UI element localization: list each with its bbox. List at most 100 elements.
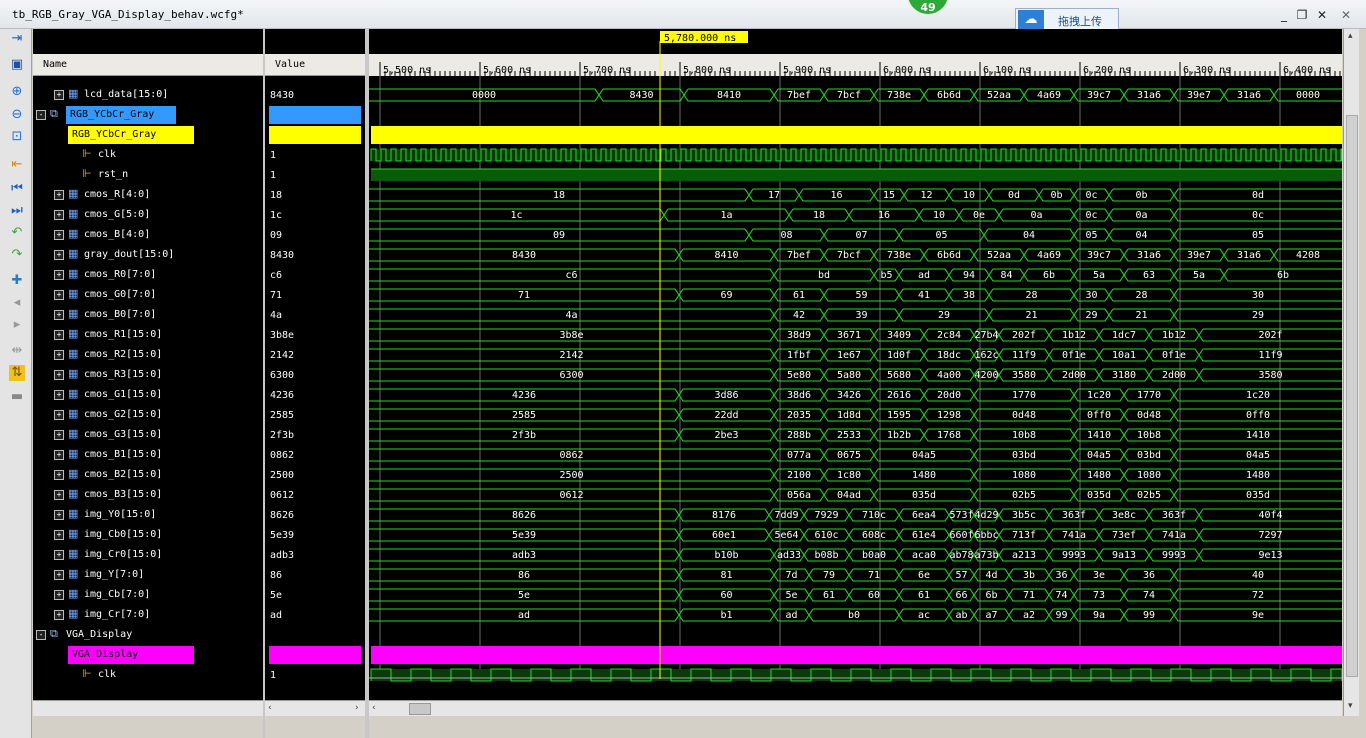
goto-icon[interactable]: ⇥ (11, 31, 23, 46)
expand-icon[interactable]: + (54, 230, 64, 240)
scroll-up-icon[interactable]: ▴ (1348, 31, 1353, 41)
pane-close-icon[interactable]: ✕ (1340, 8, 1352, 22)
restore-button[interactable]: ❐ (1296, 8, 1308, 22)
signal-name[interactable]: img_Cr[7:0] (84, 609, 151, 620)
signal-row[interactable]: + ▦ img_Cb0[15:0] (33, 525, 263, 545)
signal-name[interactable]: gray_dout[15:0] (84, 249, 175, 260)
expand-icon[interactable]: + (54, 350, 64, 360)
signal-name[interactable]: VGA_Display (68, 646, 194, 664)
signal-name[interactable]: img_Cb0[15:0] (84, 529, 163, 540)
scroll-right-icon[interactable]: › (355, 703, 359, 713)
value-hscrollbar[interactable]: ‹ › (265, 700, 365, 716)
expand-icon[interactable]: + (54, 330, 64, 340)
pane-splitter[interactable] (365, 29, 369, 738)
signal-name[interactable]: cmos_R[4:0] (84, 189, 151, 200)
signal-row[interactable]: + ▦ cmos_G[5:0] (33, 205, 263, 225)
expand-icon[interactable]: + (54, 270, 64, 280)
signal-name[interactable]: cmos_G1[15:0] (84, 389, 163, 400)
signal-name[interactable]: cmos_R3[15:0] (84, 369, 163, 380)
signal-name[interactable]: RGB_YCbCr_Gray (68, 126, 194, 144)
expand-icon[interactable]: + (54, 410, 64, 420)
scroll-left-icon[interactable]: ‹ (372, 703, 376, 713)
floating-ruler-icon[interactable]: ▬ (10, 389, 24, 404)
signal-name[interactable]: cmos_G2[15:0] (84, 409, 163, 420)
zoom-fit-icon[interactable]: ⊡ (11, 129, 23, 144)
signal-row[interactable]: - ⧉ VGA_Display (33, 625, 263, 645)
column-splitter[interactable] (263, 29, 265, 738)
scroll-down-icon[interactable]: ▾ (1348, 701, 1353, 711)
expand-icon[interactable]: + (54, 190, 64, 200)
signal-row[interactable]: + ▦ cmos_G3[15:0] (33, 425, 263, 445)
signal-name[interactable]: img_Y0[15:0] (84, 509, 157, 520)
signal-row[interactable]: + ▦ cmos_B[4:0] (33, 225, 263, 245)
signal-row[interactable]: VGA_Display (33, 645, 263, 665)
signal-row[interactable]: + ▦ cmos_B3[15:0] (33, 485, 263, 505)
name-column-header[interactable]: Name (33, 54, 263, 76)
signal-row[interactable]: + ▦ cmos_B1[15:0] (33, 445, 263, 465)
expand-icon[interactable]: + (54, 250, 64, 260)
expand-icon[interactable]: + (54, 390, 64, 400)
signal-row[interactable]: + ▦ img_Cb[7:0] (33, 585, 263, 605)
signal-name[interactable]: cmos_B2[15:0] (84, 469, 163, 480)
expand-icon[interactable]: + (54, 490, 64, 500)
name-hscrollbar[interactable] (33, 700, 263, 716)
signal-name[interactable]: cmos_B[4:0] (84, 229, 151, 240)
signal-row[interactable]: RGB_YCbCr_Gray (33, 125, 263, 145)
signal-row[interactable]: - ⧉ RGB_YCbCr_Gray (33, 105, 263, 125)
value-column-header[interactable]: Value (265, 54, 365, 76)
waveform-pane[interactable]: 5,500 ns 5,600 ns 5,700 ns 5,800 ns 5,900 ns… (369, 29, 1342, 716)
signal-name[interactable]: RGB_YCbCr_Gray (66, 106, 176, 124)
signal-name[interactable]: cmos_G[5:0] (84, 209, 151, 220)
signal-name[interactable]: cmos_R2[15:0] (84, 349, 163, 360)
expand-icon[interactable]: + (54, 430, 64, 440)
expand-icon[interactable]: + (54, 310, 64, 320)
snap-to-transition-icon[interactable]: ⇅ (9, 365, 25, 381)
signal-row[interactable]: + ▦ cmos_G2[15:0] (33, 405, 263, 425)
add-marker-icon[interactable]: ✚ (11, 273, 23, 288)
next-marker-icon[interactable]: ▸ (13, 317, 21, 332)
signal-row[interactable]: ⊩ rst_n (33, 165, 263, 185)
expand-icon[interactable]: + (54, 510, 64, 520)
goto-cursor-icon[interactable]: ⇤ (11, 157, 23, 172)
signal-row[interactable]: + ▦ cmos_G1[15:0] (33, 385, 263, 405)
signal-name[interactable]: img_Cr0[15:0] (84, 549, 163, 560)
expand-icon[interactable]: + (54, 470, 64, 480)
minimize-button[interactable]: _ (1281, 8, 1287, 22)
signal-row[interactable]: + ▦ cmos_B0[7:0] (33, 305, 263, 325)
signal-name[interactable]: cmos_R1[15:0] (84, 329, 163, 340)
signal-row[interactable]: ⊩ clk (33, 665, 263, 685)
signal-name[interactable]: clk (98, 669, 117, 680)
signal-name[interactable]: cmos_B0[7:0] (84, 309, 157, 320)
save-icon[interactable]: ▣ (10, 57, 24, 72)
signal-row[interactable]: + ▦ gray_dout[15:0] (33, 245, 263, 265)
signal-row[interactable]: + ▦ cmos_R0[7:0] (33, 265, 263, 285)
swap-cursors-icon[interactable]: ⇹ (11, 343, 23, 358)
signal-row[interactable]: + ▦ cmos_G0[7:0] (33, 285, 263, 305)
signal-row[interactable]: + ▦ img_Cr0[15:0] (33, 545, 263, 565)
signal-row[interactable]: + ▦ cmos_R3[15:0] (33, 365, 263, 385)
signal-name[interactable]: img_Cb[7:0] (84, 589, 151, 600)
signal-name[interactable]: cmos_R0[7:0] (84, 269, 157, 280)
go-to-last-time-icon[interactable]: ⏭ (11, 203, 23, 218)
expand-icon[interactable]: + (54, 590, 64, 600)
go-to-time-zero-icon[interactable]: ⏮ (11, 181, 23, 196)
previous-marker-icon[interactable]: ◂ (13, 295, 21, 310)
signal-name[interactable]: clk (98, 149, 117, 160)
signal-name[interactable]: img_Y[7:0] (84, 569, 145, 580)
signal-row[interactable]: + ▦ img_Cr[7:0] (33, 605, 263, 625)
expand-icon[interactable]: + (54, 610, 64, 620)
zoom-out-icon[interactable]: ⊖ (11, 107, 23, 122)
upload-button[interactable]: ☁ 拖拽上传 (1015, 8, 1119, 31)
signal-name[interactable]: VGA_Display (66, 629, 133, 640)
notification-badge[interactable]: 49 (906, 0, 950, 16)
next-transition-icon[interactable]: ↷ (11, 247, 23, 262)
signal-row[interactable]: + ▦ cmos_R1[15:0] (33, 325, 263, 345)
collapse-icon[interactable]: - (36, 630, 46, 640)
collapse-icon[interactable]: - (36, 110, 46, 120)
zoom-in-icon[interactable]: ⊕ (11, 84, 23, 99)
vscroll-thumb[interactable] (1346, 115, 1358, 677)
wave-vscrollbar[interactable]: ▴ ▾ (1343, 29, 1359, 716)
expand-icon[interactable]: + (54, 290, 64, 300)
signal-row[interactable]: + ▦ lcd_data[15:0] (33, 85, 263, 105)
signal-name[interactable]: cmos_G0[7:0] (84, 289, 157, 300)
